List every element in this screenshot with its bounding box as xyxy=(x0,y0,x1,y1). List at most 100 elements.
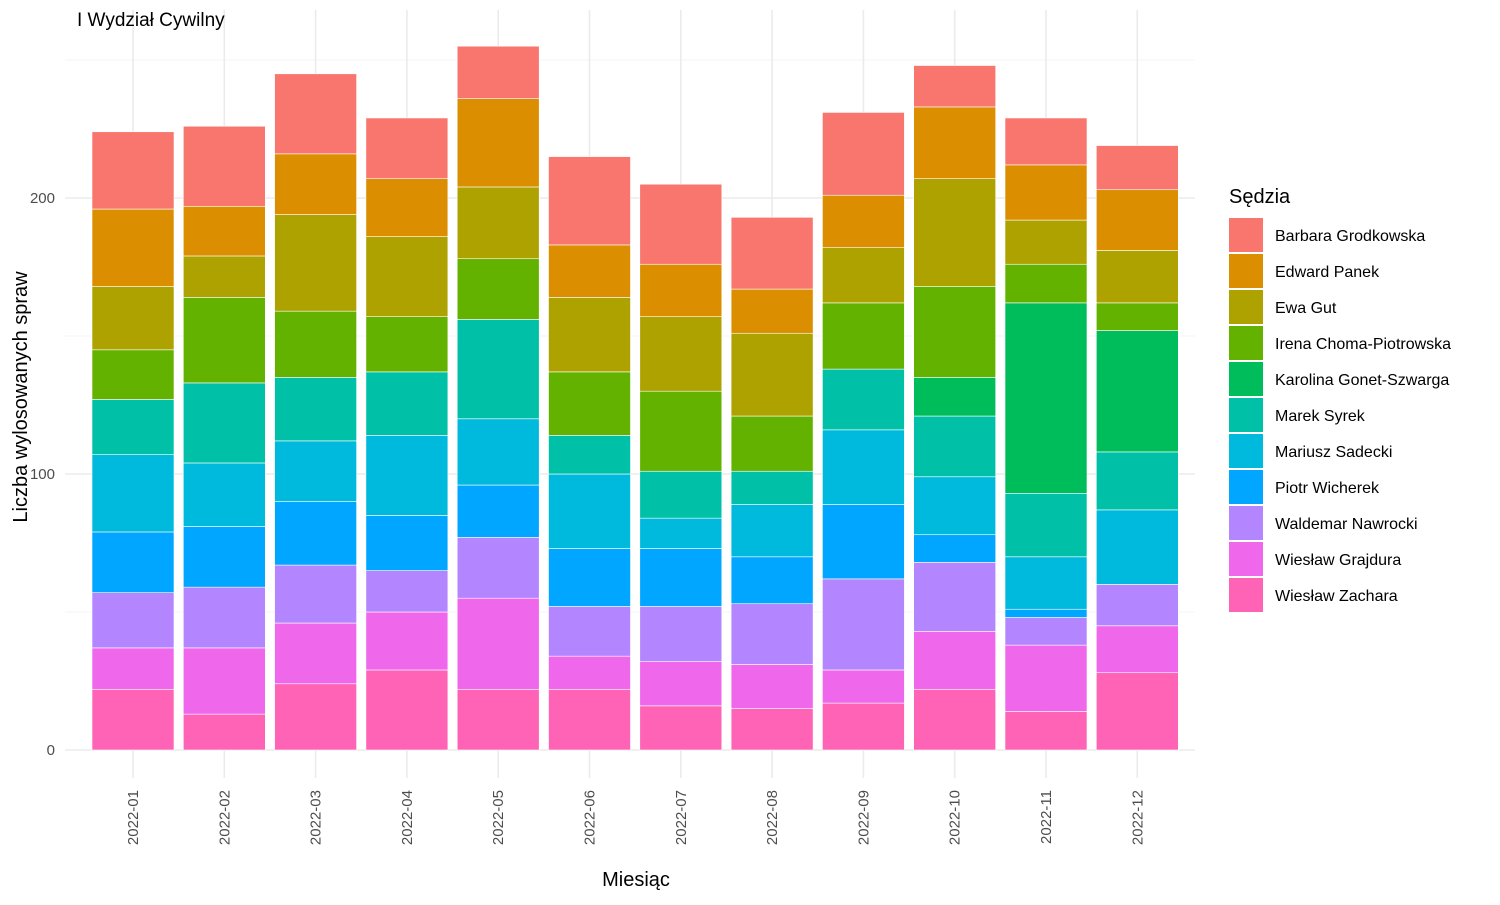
bar-segment xyxy=(1096,451,1179,511)
legend-key xyxy=(1229,218,1263,252)
bar-segment xyxy=(183,713,266,751)
y-axis: 0 100 200 xyxy=(30,190,55,759)
bar-segment xyxy=(822,702,905,751)
bar-segment xyxy=(1096,625,1179,674)
bar-segment xyxy=(91,647,175,690)
bar-segment xyxy=(183,382,266,464)
x-tick-label: 2022-05 xyxy=(490,790,507,845)
bar-segment xyxy=(913,562,997,632)
legend-label: Mariusz Sadecki xyxy=(1275,444,1392,461)
bar-segment xyxy=(639,606,723,662)
legend-title: Sędzia xyxy=(1229,186,1291,208)
bar-segment xyxy=(456,45,540,99)
x-tick-label: 2022-04 xyxy=(399,790,416,845)
bar-segment xyxy=(183,297,266,384)
x-tick-label: 2022-03 xyxy=(308,790,325,845)
bar-segment xyxy=(548,606,631,657)
bar-segment xyxy=(1096,672,1179,751)
bar-segment xyxy=(913,377,997,417)
y-tick-label: 0 xyxy=(47,742,55,759)
bar-segment xyxy=(822,247,905,304)
bars-layer xyxy=(91,45,1179,751)
legend-label: Ewa Gut xyxy=(1275,300,1337,317)
bar-segment xyxy=(913,534,997,563)
bar-segment xyxy=(822,578,905,671)
bar-segment xyxy=(639,517,723,549)
legend-key xyxy=(1229,398,1263,432)
bar-segment xyxy=(639,263,723,317)
bar-segment xyxy=(1004,164,1088,221)
bar-segment xyxy=(639,183,723,265)
bar-segment xyxy=(548,473,631,549)
bar-segment xyxy=(456,484,540,538)
bar-segment xyxy=(1004,556,1088,610)
bar-segment xyxy=(1004,644,1088,712)
bar-segment xyxy=(91,688,175,751)
bar-segment xyxy=(822,112,905,196)
bar-segment xyxy=(913,65,997,108)
y-tick-label: 200 xyxy=(30,190,55,207)
bar-segment xyxy=(548,297,631,373)
legend-key xyxy=(1229,254,1263,288)
bar-segment xyxy=(639,705,723,751)
legend-key xyxy=(1229,326,1263,360)
bar-segment xyxy=(639,548,723,607)
bar-segment xyxy=(91,592,175,649)
bar-segment xyxy=(639,661,723,707)
bar-segment xyxy=(456,186,540,260)
bar-segment xyxy=(456,98,540,188)
bar-segment xyxy=(183,255,266,298)
bar-segment xyxy=(456,418,540,486)
bar-segment xyxy=(365,611,449,671)
bar-segment xyxy=(91,208,175,287)
bar-segment xyxy=(730,708,814,751)
bar-segment xyxy=(274,501,357,566)
bar-segment xyxy=(274,683,357,751)
bar-segment xyxy=(1096,250,1179,304)
bar-segment xyxy=(730,332,814,417)
bar-segment xyxy=(730,664,814,709)
bar-segment xyxy=(730,603,814,665)
legend-label: Marek Syrek xyxy=(1275,408,1366,425)
legend-label: Edward Panek xyxy=(1275,264,1380,281)
bar-segment xyxy=(1004,493,1088,558)
legend-label: Irena Choma-Piotrowska xyxy=(1275,336,1451,353)
bar-segment xyxy=(365,117,449,179)
legend-label: Piotr Wicherek xyxy=(1275,480,1380,497)
bar-segment xyxy=(1004,617,1088,646)
y-axis-title: Liczba wylosowanych spraw xyxy=(10,271,32,523)
x-tick-label: 2022-06 xyxy=(582,790,599,845)
x-tick-label: 2022-01 xyxy=(125,790,142,845)
legend-key xyxy=(1229,434,1263,468)
bar-segment xyxy=(822,194,905,248)
bar-segment xyxy=(548,435,631,475)
x-tick-label: 2022-07 xyxy=(673,790,690,845)
bar-segment xyxy=(548,371,631,436)
legend-key xyxy=(1229,470,1263,504)
bar-segment xyxy=(730,415,814,472)
bar-segment xyxy=(548,688,631,751)
bar-segment xyxy=(730,288,814,334)
legend-label: Wiesław Grajdura xyxy=(1275,552,1401,569)
bar-segment xyxy=(548,244,631,298)
bar-segment xyxy=(913,688,997,751)
bar-segment xyxy=(183,205,266,257)
bar-segment xyxy=(91,399,175,455)
x-axis: 2022-01 2022-02 2022-03 2022-04 2022-05 2022-… xyxy=(125,790,1146,845)
bar-segment xyxy=(365,435,449,516)
bar-segment xyxy=(91,131,175,210)
bar-segment xyxy=(1004,263,1088,304)
bar-segment xyxy=(1004,302,1088,494)
bar-segment xyxy=(274,153,357,215)
bar-segment xyxy=(913,286,997,378)
bar-segment xyxy=(91,454,175,533)
bar-segment xyxy=(730,504,814,558)
bar-segment xyxy=(1004,711,1088,751)
bar-segment xyxy=(639,316,723,392)
bar-segment xyxy=(913,631,997,690)
bar-segment xyxy=(730,556,814,605)
bar-segment xyxy=(456,319,540,420)
bar-segment xyxy=(822,504,905,580)
